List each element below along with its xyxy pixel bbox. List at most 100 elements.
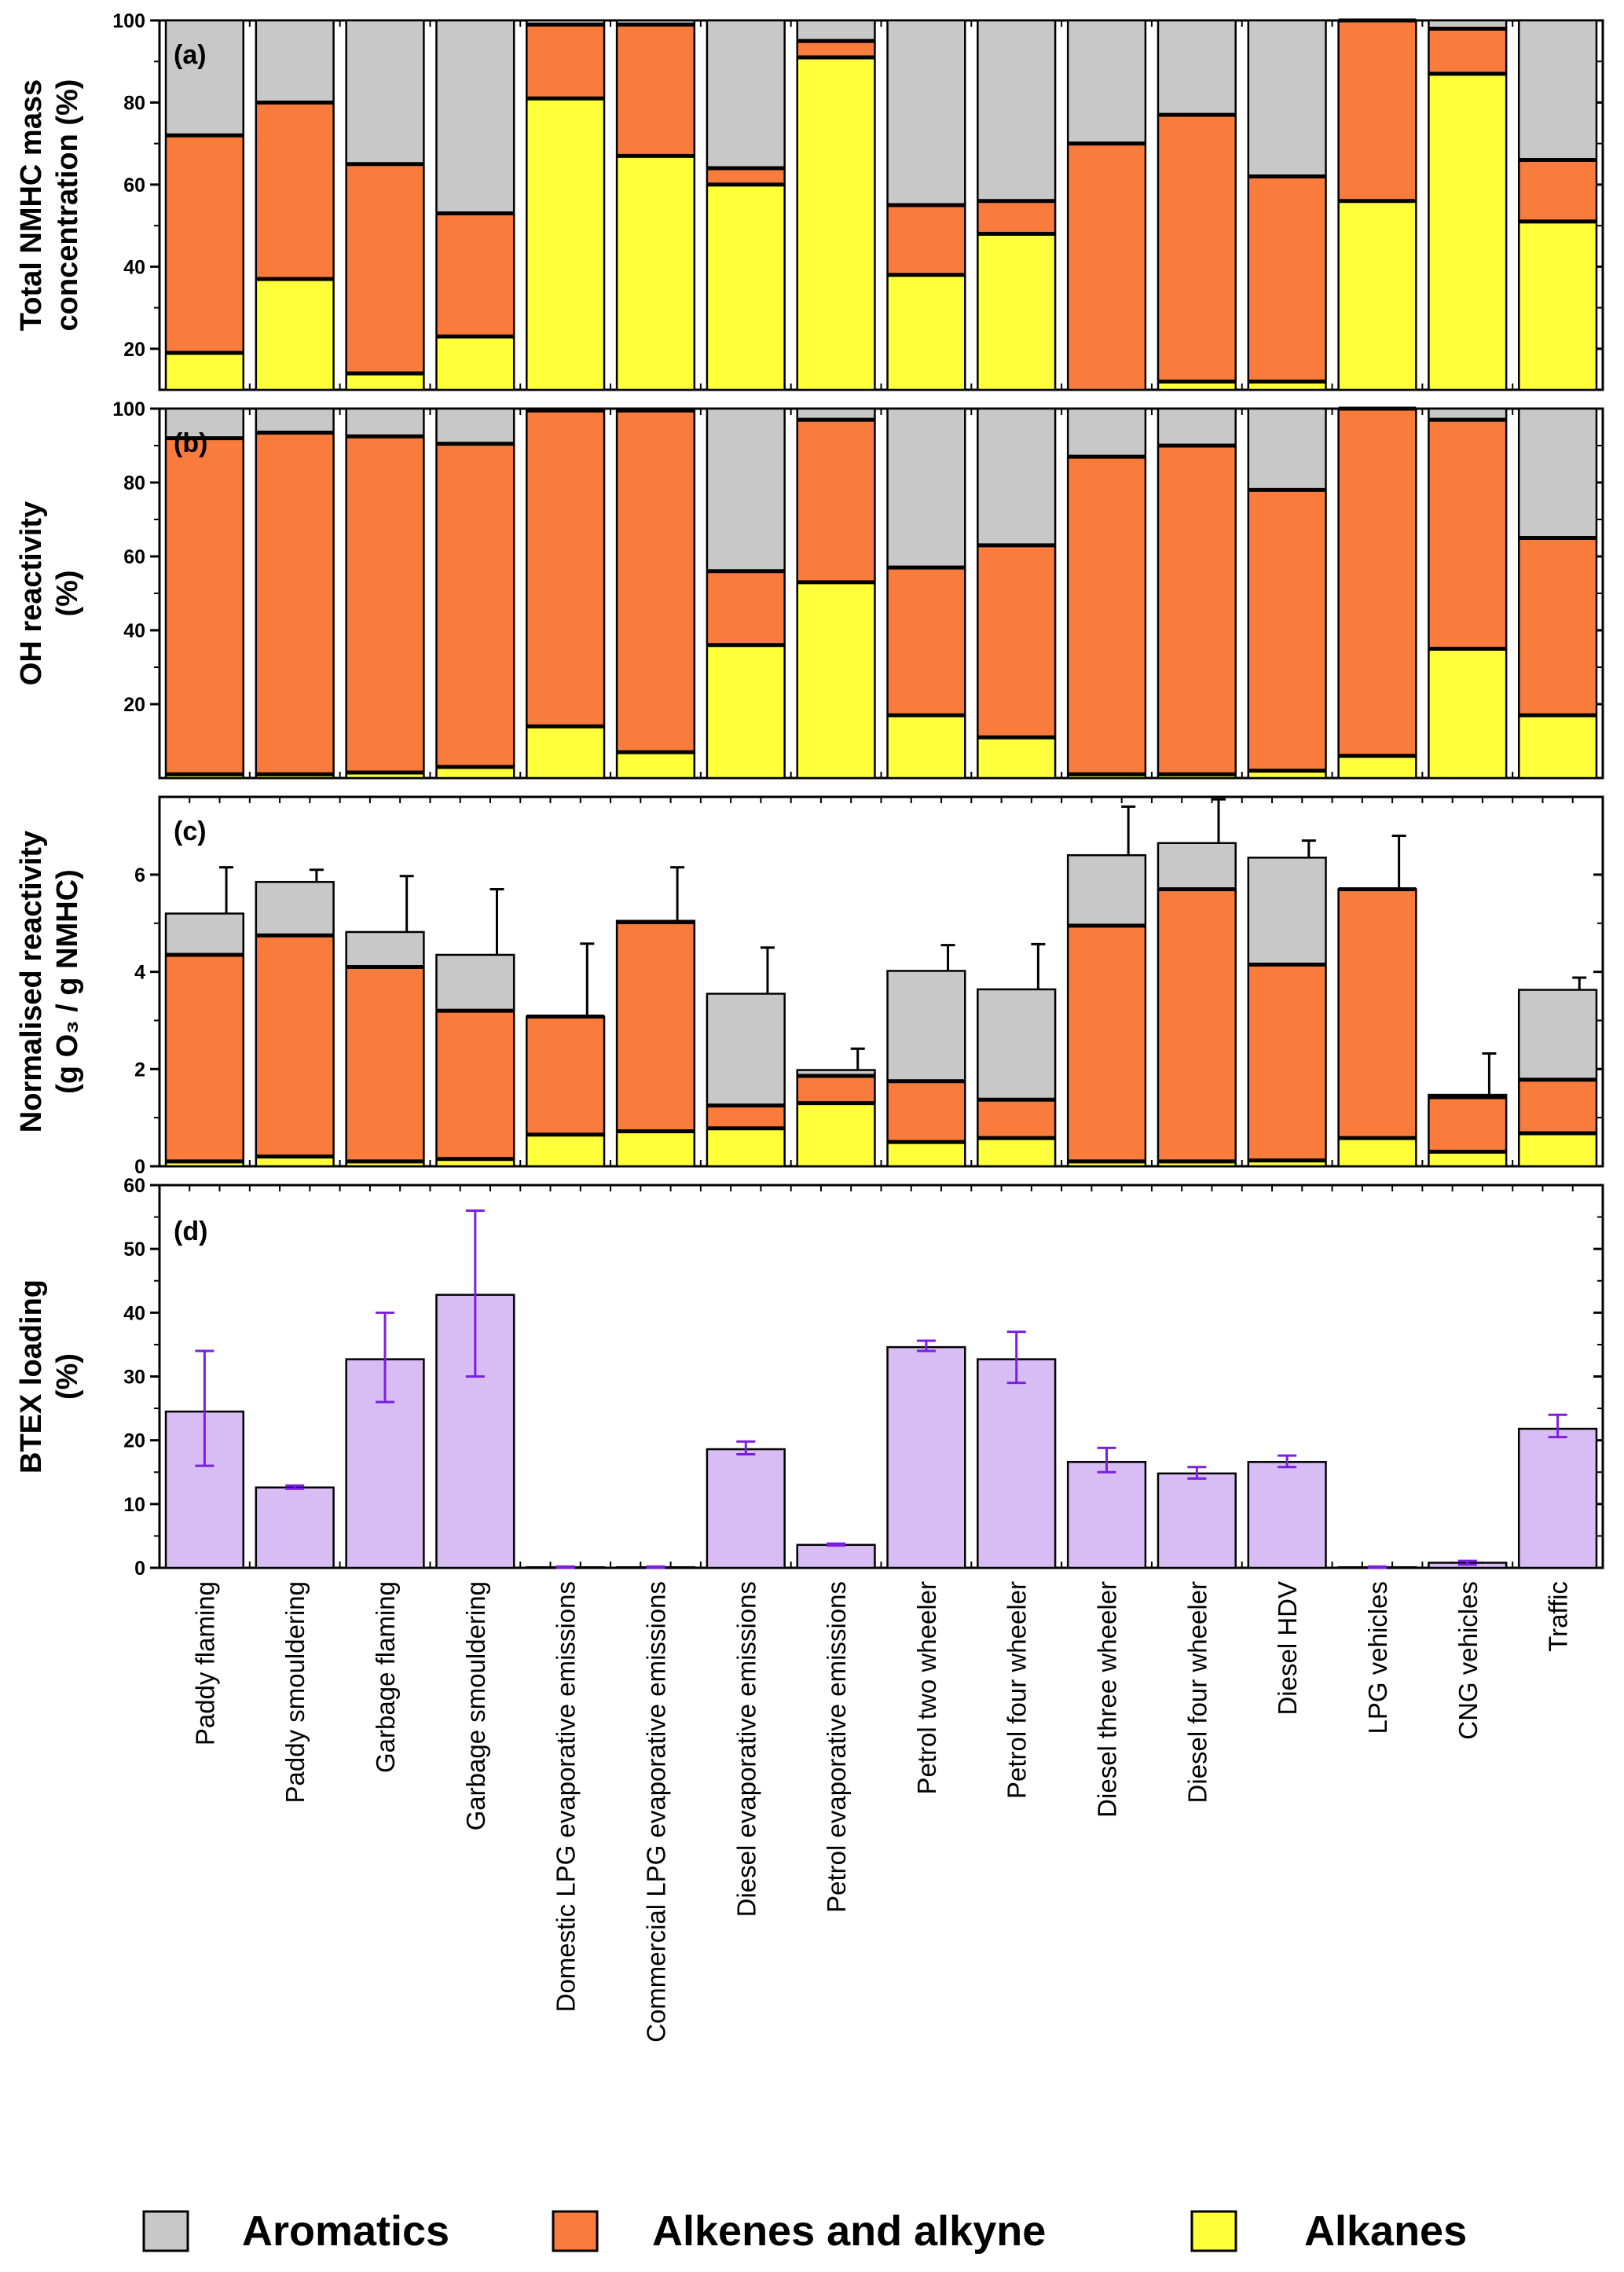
y-tick-label: 40: [123, 256, 145, 278]
bar-segment-aromatics: [436, 954, 515, 1011]
bar-segment-aromatics: [706, 409, 785, 571]
bar-segment-aromatics: [797, 409, 875, 420]
bar-segment-alkanes: [1248, 381, 1326, 390]
bar-segment-alkanes: [797, 582, 875, 778]
bar-segment-alkenes-and-alkyne: [526, 1016, 605, 1135]
bar-segment-alkenes-and-alkyne: [1068, 143, 1146, 390]
bar-segment-alkanes: [1338, 755, 1417, 778]
bar-segment-alkanes: [436, 1158, 515, 1166]
bar-segment-alkenes-and-alkyne: [166, 438, 244, 775]
bar-segment-aromatics: [797, 20, 875, 42]
y-tick-label: 60: [123, 174, 145, 196]
bar-outline: [1517, 989, 1598, 1168]
bar-segment-alkanes: [1157, 381, 1236, 390]
bar-segment-alkenes-and-alkyne: [1248, 490, 1326, 771]
bar-outline: [796, 1069, 876, 1168]
bar-outline: [164, 407, 245, 780]
bar-segment-aromatics: [255, 20, 334, 103]
bar-segment-aromatics: [797, 1070, 875, 1076]
bar-outline: [1337, 407, 1417, 780]
bar-segment-alkenes-and-alkyne: [887, 567, 966, 716]
bar-segment-alkanes: [346, 772, 424, 778]
category-label: Paddy flaming: [190, 1581, 219, 1745]
bar-outline: [1428, 1093, 1508, 1168]
bar-outline: [435, 407, 515, 780]
bar-outline: [1066, 19, 1147, 391]
bar-segment-alkenes-and-alkyne: [1157, 446, 1236, 775]
bar-segment-aromatics: [887, 20, 966, 205]
category-label: CNG vehicles: [1454, 1581, 1483, 1740]
bar-outline: [977, 19, 1057, 391]
bar-outline: [1157, 407, 1237, 780]
y-tick-label: 60: [123, 1175, 145, 1197]
bar-segment-alkanes: [1428, 73, 1507, 390]
bar-segment-alkenes-and-alkyne: [1519, 160, 1597, 222]
bar-segment-alkanes: [1519, 715, 1597, 778]
bar-segment-alkenes-and-alkyne: [436, 1011, 515, 1159]
bar-outline: [255, 407, 335, 780]
bar-outline: [255, 19, 335, 391]
bar-segment-alkenes-and-alkyne: [977, 200, 1056, 234]
bar-segment-alkanes: [977, 1138, 1056, 1166]
bar-segment-alkenes-and-alkyne: [1428, 1097, 1507, 1152]
legend: Aromatics Alkenes and alkyne Alkanes: [142, 2208, 1467, 2255]
bar-outline: [615, 19, 696, 391]
bar-outline: [706, 407, 786, 780]
legend-label-alkanes: Alkanes: [1304, 2208, 1467, 2255]
y-axis-title-line: (g O₃ / g NMHC): [51, 869, 84, 1094]
bar-segment-aromatics: [526, 20, 605, 25]
category-label: Diesel HDV: [1273, 1581, 1302, 1716]
bar-segment-alkanes: [706, 184, 785, 390]
y-axis-title-line: concentration (%): [51, 79, 84, 332]
btex-bar: [1247, 1461, 1327, 1569]
bar-segment-alkanes: [797, 57, 875, 390]
bar-outline: [1428, 407, 1508, 780]
bar-outline: [1066, 407, 1147, 780]
y-tick-label: 40: [123, 620, 145, 642]
y-tick-label: 100: [112, 398, 145, 420]
category-label: Paddy smouldering: [280, 1581, 310, 1804]
bar-segment-alkanes: [617, 1131, 695, 1166]
btex-bar: [255, 1486, 335, 1569]
bar-segment-alkenes-and-alkyne: [617, 410, 695, 753]
bar-segment-alkanes: [1519, 1132, 1597, 1166]
bar-outline: [886, 19, 966, 391]
category-label: Garbage smouldering: [461, 1581, 490, 1830]
bar-outline: [345, 19, 425, 391]
bar-segment-alkenes-and-alkyne: [1068, 457, 1146, 775]
btex-bar: [886, 1345, 966, 1569]
bar-segment-aromatics: [1248, 857, 1326, 965]
bar-outline: [164, 19, 245, 391]
bar-outline: [977, 988, 1057, 1168]
bar-segment-aromatics: [346, 20, 424, 164]
bar-outline: [1157, 19, 1237, 391]
category-label: Petrol two wheeler: [912, 1581, 941, 1794]
bar-segment-alkanes: [526, 726, 605, 778]
bar-segment-alkanes: [255, 1156, 334, 1166]
category-label: LPG vehicles: [1363, 1581, 1392, 1734]
bar-segment-alkenes-and-alkyne: [346, 967, 424, 1162]
bar-outline: [345, 407, 425, 780]
y-axis-title-line: Total NMHC mass: [15, 79, 48, 331]
category-label: Domestic LPG evaporative emissions: [552, 1581, 581, 2012]
bar-segment-alkanes: [1248, 770, 1326, 778]
btex-bar: [1157, 1472, 1237, 1569]
y-axis-title: BTEX loading (%): [15, 1279, 84, 1474]
y-tick-label: 80: [123, 92, 145, 114]
y-tick-label: 60: [123, 546, 145, 568]
bar-segment-aromatics: [1157, 409, 1236, 446]
bar-segment-alkanes: [1428, 648, 1507, 778]
y-tick-label: 80: [123, 472, 145, 494]
y-axis-title: OH reactivity (%): [15, 501, 84, 685]
bar-segment-aromatics: [1068, 855, 1146, 926]
bar-outline: [1428, 19, 1508, 391]
bar-outline: [1517, 407, 1598, 780]
bar-segment-aromatics: [1248, 20, 1326, 177]
legend-swatch-aromatics: [142, 2210, 189, 2252]
bar-segment-aromatics: [166, 913, 244, 955]
bar-segment-alkenes-and-alkyne: [346, 163, 424, 374]
category-label: Garbage flaming: [371, 1581, 400, 1773]
y-tick-label: 100: [112, 10, 145, 32]
y-axis-title: Total NMHC mass concentration (%): [15, 79, 84, 332]
